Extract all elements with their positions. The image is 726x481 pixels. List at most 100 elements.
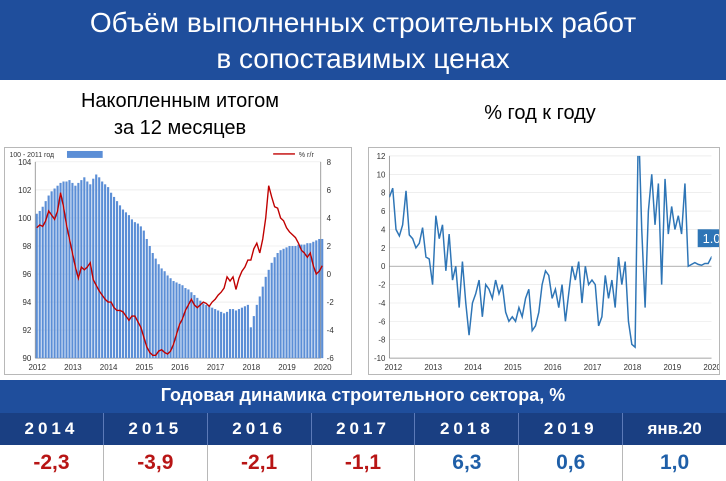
bar: [44, 201, 47, 359]
y-tick-label: 0: [381, 262, 386, 271]
y-left-tick-label: 104: [18, 158, 32, 167]
y-left-tick-label: 102: [18, 186, 31, 195]
year-label: 2018: [415, 413, 520, 445]
bar: [53, 188, 56, 359]
year-label: янв.20: [647, 419, 702, 438]
cumulative-chart: 90 92 94 96 98 100 102 104 -6 -4 -2 0 2 4 6 8 2012 2013 20…: [4, 147, 352, 375]
year-value: -1,1: [312, 445, 416, 481]
bar: [205, 304, 208, 359]
page-subtitle: в сопоставимых ценах: [216, 43, 510, 74]
bar: [68, 180, 71, 359]
left-heading-line1: Накопленным итогом: [80, 90, 280, 112]
values-row: -2,3 -3,9 -2,1 -1,1 6,3 0,6 1,0: [0, 445, 726, 481]
y-left-tick-label: 94: [23, 298, 32, 307]
year-value: 1,0: [659, 451, 690, 474]
y-right-tick-label: 6: [327, 186, 332, 195]
x-tick-label: 2016: [544, 363, 562, 372]
bar: [133, 222, 136, 359]
bar: [312, 241, 315, 359]
y-right-tick-label: -4: [327, 326, 335, 335]
y-tick-label: -8: [378, 336, 386, 345]
legend-bar-label: 100 - 2011 год: [9, 152, 54, 159]
bar: [136, 223, 139, 359]
bar: [318, 238, 321, 359]
bar: [315, 240, 318, 359]
y-left-tick-label: 98: [23, 242, 32, 251]
y-right-tick-label: 2: [327, 242, 331, 251]
year-value: -2,3: [0, 445, 104, 481]
x-tick-label: 2014: [464, 363, 482, 372]
bar: [294, 245, 297, 359]
y-tick-label: -4: [378, 299, 386, 308]
bar: [71, 182, 74, 359]
years-row: 2014 2015 2016 2017 2018 2019 янв.20: [0, 413, 726, 445]
bar: [240, 307, 244, 359]
bar: [112, 196, 116, 359]
bar: [214, 309, 217, 359]
bar: [276, 252, 279, 359]
bar: [118, 205, 122, 359]
legend-line-label: % г/г: [299, 152, 315, 159]
y-tick-label: 2: [381, 244, 385, 253]
x-tick-label: 2012: [385, 363, 403, 372]
y-left-tick-label: 90: [23, 354, 32, 363]
bar: [65, 181, 68, 359]
y-right-tick-label: -2: [327, 298, 334, 307]
bar: [202, 303, 205, 359]
bar: [62, 181, 65, 359]
bar: [115, 201, 119, 359]
x-tick-label: 2017: [584, 363, 602, 372]
bar: [196, 297, 199, 359]
bar: [169, 278, 172, 359]
bar: [321, 238, 324, 359]
bar: [252, 316, 255, 359]
bar: [154, 258, 157, 359]
yoy-line: [389, 155, 712, 349]
bar: [208, 306, 211, 359]
bar: [56, 185, 59, 359]
bar: [41, 206, 44, 359]
x-tick-label: 2015: [136, 363, 154, 372]
y-tick-label: 6: [381, 207, 386, 216]
bar: [50, 191, 53, 359]
bar: [142, 230, 145, 359]
y-tick-label: 4: [381, 225, 386, 234]
bar: [306, 243, 309, 359]
bar: [243, 306, 246, 359]
annotation-box: [697, 229, 719, 248]
bar: [83, 177, 86, 359]
x-tick-label: 2013: [424, 363, 442, 372]
bar: [246, 304, 249, 359]
bar: [160, 268, 163, 359]
bar: [98, 177, 101, 359]
year-value: 0,6: [519, 445, 624, 481]
y-tick-label: 8: [381, 189, 386, 198]
x-tick-label: 2019: [278, 363, 296, 372]
bar: [249, 327, 252, 359]
bar: [59, 182, 62, 359]
bar: [127, 215, 131, 359]
bar: [184, 288, 187, 359]
bar: [258, 296, 261, 359]
bar: [255, 304, 258, 359]
bar: [101, 181, 104, 359]
bar: [178, 283, 181, 359]
bar: [225, 311, 229, 359]
bar: [124, 212, 128, 359]
x-tick-label: 2015: [504, 363, 522, 372]
y-right-tick-label: 4: [327, 214, 332, 223]
bar: [261, 286, 264, 359]
bar: [190, 292, 193, 359]
x-tick-label: 2020: [703, 363, 720, 372]
y-right-tick-label: 8: [327, 158, 332, 167]
page-title: Объём выполненных строительных работ: [89, 7, 637, 38]
left-chart-heading: Накопленным итогом за 12 месяцев: [30, 88, 330, 142]
bar: [104, 184, 107, 359]
bar: [234, 310, 238, 359]
bar: [199, 300, 202, 359]
bar: [47, 195, 50, 359]
bar: [181, 285, 184, 359]
bar: [130, 219, 133, 359]
bar: [89, 184, 92, 359]
x-tick-label: 2013: [64, 363, 82, 372]
